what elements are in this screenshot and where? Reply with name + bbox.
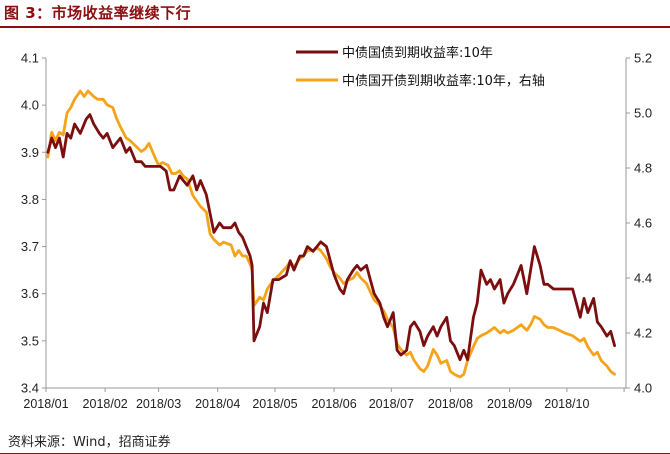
x-tick-label: 2018/03 bbox=[136, 397, 181, 411]
series-lines bbox=[46, 89, 616, 379]
right-tick-label: 4.6 bbox=[634, 216, 652, 231]
left-tick-label: 3.4 bbox=[21, 381, 39, 396]
right-tick-label: 4.8 bbox=[634, 161, 652, 176]
x-tick-label: 2018/01 bbox=[23, 397, 68, 411]
left-tick-label: 4.1 bbox=[21, 51, 39, 66]
legend-label-1: 中债国债到期收益率:10年 bbox=[342, 45, 493, 61]
x-tick-label: 2018/07 bbox=[369, 397, 414, 411]
left-tick-label: 4.0 bbox=[21, 98, 39, 113]
right-tick-label: 5.0 bbox=[634, 106, 652, 121]
right-axis-ticks: 4.0 4.2 4.4 4.6 4.8 5.0 5.2 bbox=[626, 51, 652, 396]
title-rule bbox=[0, 26, 670, 28]
source-note: 资料来源：Wind，招商证券 bbox=[8, 435, 171, 450]
right-tick-label: 5.2 bbox=[634, 51, 652, 66]
yield-line-chart: 3.4 3.5 3.6 3.7 3.8 3.9 4.0 4.1 4.0 4.2 4.4 4.6 4.8… bbox=[21, 45, 652, 411]
right-tick-label: 4.4 bbox=[634, 271, 652, 286]
left-tick-label: 3.9 bbox=[21, 145, 39, 160]
axes bbox=[45, 58, 627, 389]
x-tick-label: 2018/04 bbox=[195, 397, 240, 411]
left-tick-label: 3.5 bbox=[21, 333, 39, 348]
x-tick-label: 2018/08 bbox=[428, 397, 473, 411]
x-tick-label: 2018/02 bbox=[83, 397, 128, 411]
x-tick-label: 2018/06 bbox=[311, 397, 356, 411]
left-tick-label: 3.8 bbox=[21, 192, 39, 207]
x-axis-ticks: 2018/01 2018/02 2018/03 2018/04 2018/05 2018/… bbox=[23, 388, 625, 411]
left-tick-label: 3.7 bbox=[21, 239, 39, 254]
figure-title: 图 3：市场收益率继续下行 bbox=[4, 4, 192, 22]
x-tick-label: 2018/05 bbox=[252, 397, 297, 411]
series-line-2 bbox=[46, 89, 616, 379]
legend-label-2: 中债国开债到期收益率:10年，右轴 bbox=[342, 73, 545, 89]
x-tick-label: 2018/10 bbox=[544, 397, 589, 411]
right-tick-label: 4.2 bbox=[634, 326, 652, 341]
left-tick-label: 3.6 bbox=[21, 286, 39, 301]
series-line-1 bbox=[46, 113, 616, 362]
right-tick-label: 4.0 bbox=[634, 381, 652, 396]
left-axis-ticks: 3.4 3.5 3.6 3.7 3.8 3.9 4.0 4.1 bbox=[21, 51, 46, 396]
x-tick-label: 2018/09 bbox=[487, 397, 532, 411]
